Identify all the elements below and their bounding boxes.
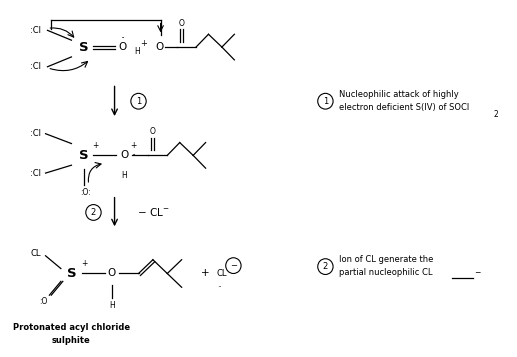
Text: :O:: :O: <box>81 188 91 197</box>
Text: 2: 2 <box>323 262 328 271</box>
Text: H: H <box>135 46 141 56</box>
Text: electron deficient S(IV) of SOCl: electron deficient S(IV) of SOCl <box>339 102 469 112</box>
Text: O: O <box>120 150 128 160</box>
Text: CL: CL <box>31 249 41 258</box>
Text: :Cl: :Cl <box>31 169 41 177</box>
Text: sulphite: sulphite <box>52 336 91 345</box>
Text: O: O <box>118 42 126 52</box>
Text: 1: 1 <box>136 97 141 106</box>
Text: H: H <box>109 301 115 310</box>
Text: H: H <box>121 171 127 180</box>
Text: $-\ \mathregular{CL}^{-}$: $-\ \mathregular{CL}^{-}$ <box>136 206 169 218</box>
Text: 2: 2 <box>493 110 498 119</box>
Text: Nucleophilic attack of highly: Nucleophilic attack of highly <box>339 90 459 99</box>
Text: ·: · <box>132 149 136 162</box>
Text: Ion of CL generate the: Ion of CL generate the <box>339 255 433 264</box>
Text: :O: :O <box>39 297 48 306</box>
Text: partial nucleophilic CL: partial nucleophilic CL <box>339 268 432 277</box>
Text: +: + <box>140 39 147 47</box>
Text: O: O <box>150 127 156 136</box>
Text: −: − <box>230 261 237 270</box>
Text: ·: · <box>120 32 124 45</box>
Text: ..: .. <box>218 280 222 289</box>
Text: S: S <box>79 149 89 162</box>
Text: :Cl: :Cl <box>31 129 41 138</box>
Text: +: + <box>82 259 88 268</box>
Text: S: S <box>79 41 89 54</box>
Text: +: + <box>92 141 99 150</box>
Text: −: − <box>475 268 481 277</box>
Text: :Cl: :Cl <box>31 62 41 71</box>
Text: +: + <box>201 268 210 278</box>
Text: O: O <box>156 42 164 52</box>
Text: S: S <box>67 267 76 280</box>
Text: O: O <box>108 268 116 278</box>
Text: +: + <box>130 141 137 150</box>
Text: 1: 1 <box>323 97 328 106</box>
Text: Protonated acyl chloride: Protonated acyl chloride <box>13 323 130 332</box>
Text: :Cl: :Cl <box>31 26 41 35</box>
Text: CL: CL <box>217 269 227 278</box>
Text: O: O <box>179 19 185 28</box>
Text: 2: 2 <box>91 208 96 217</box>
